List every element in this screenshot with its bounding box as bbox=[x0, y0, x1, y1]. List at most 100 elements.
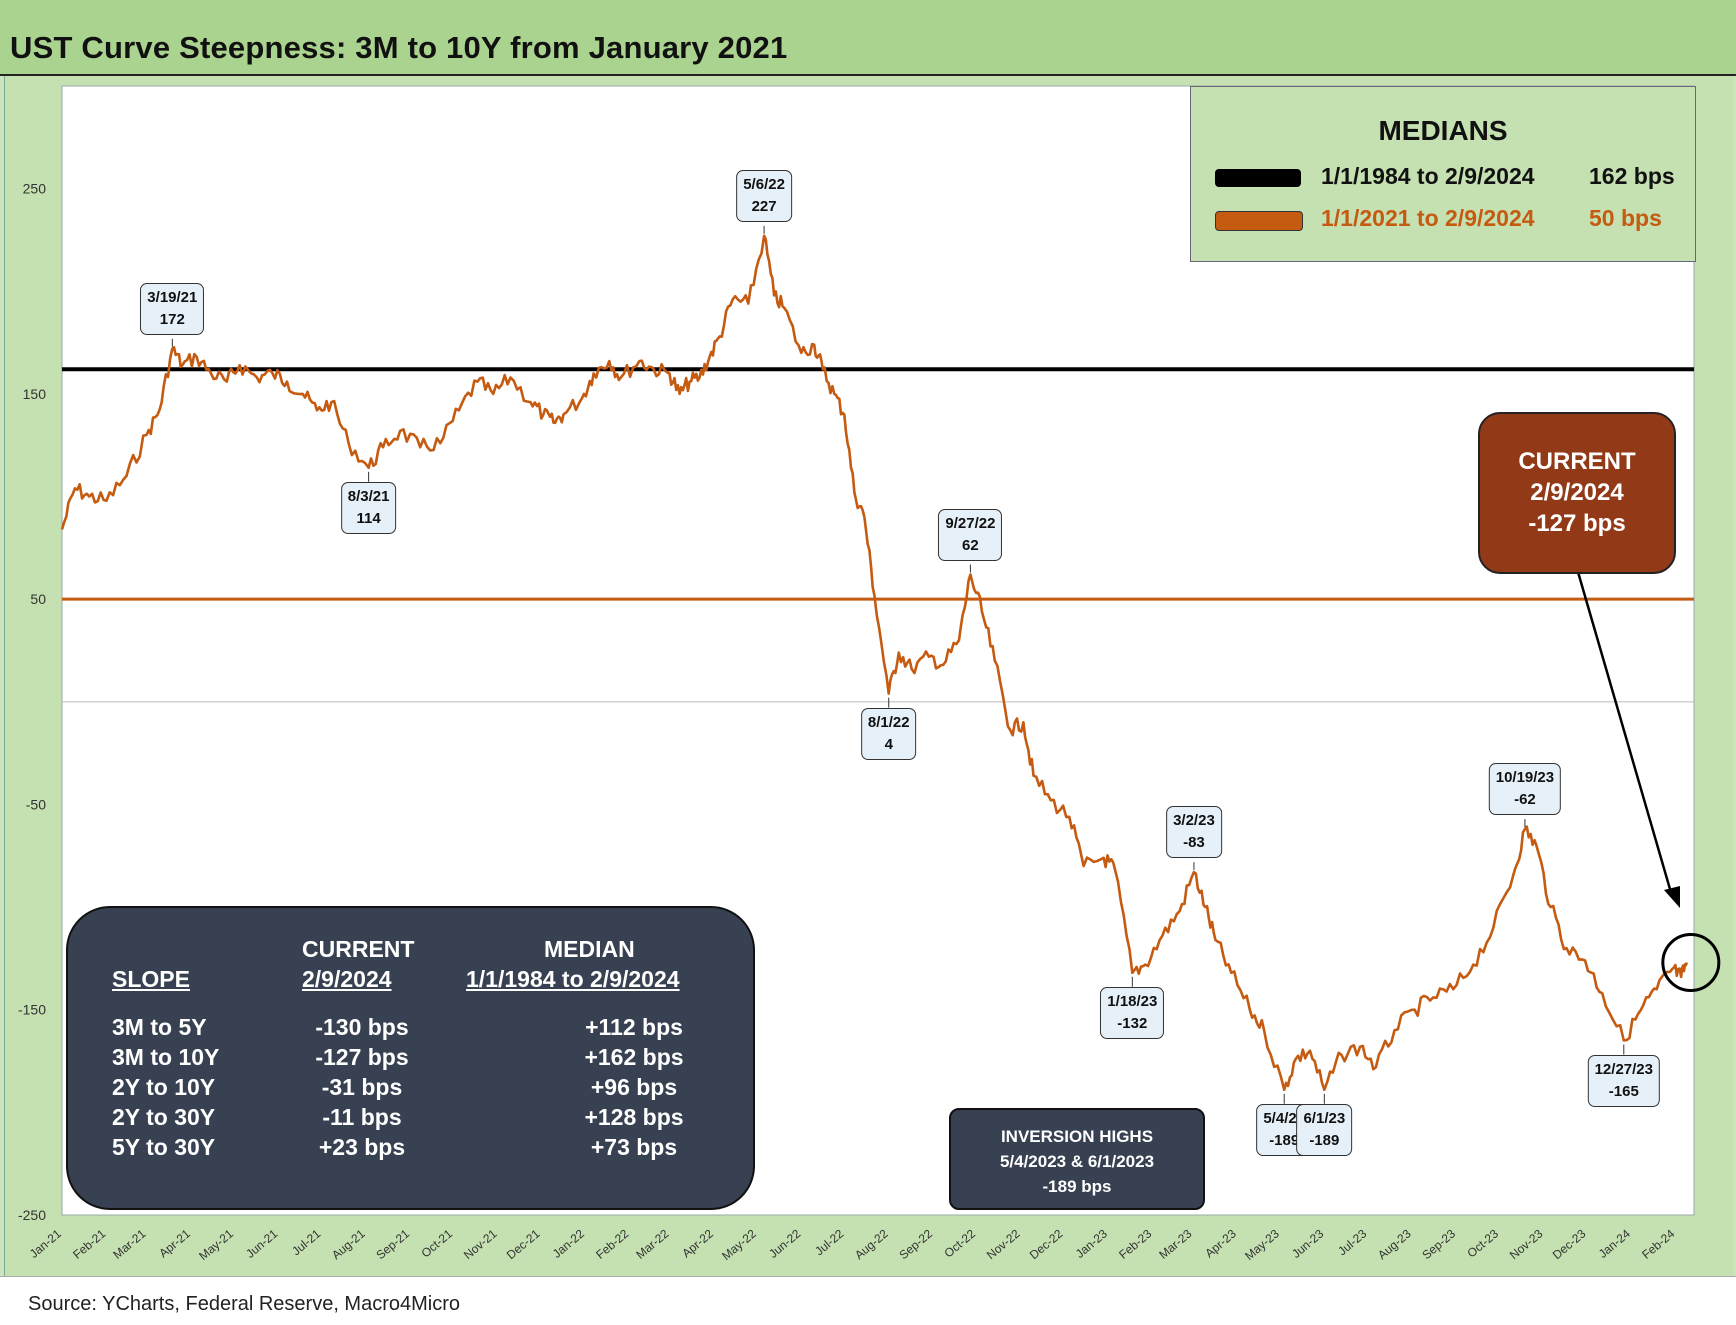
stats-header-slope: SLOPE bbox=[112, 966, 190, 992]
stats-cell-current: -127 bps bbox=[315, 1044, 409, 1070]
x-tick-label: Dec-23 bbox=[1550, 1226, 1589, 1262]
stats-cell-slope: 3M to 5Y bbox=[112, 1014, 207, 1040]
x-tick-label: Jan-24 bbox=[1596, 1226, 1633, 1261]
annotation-date: 9/27/22 bbox=[945, 514, 996, 532]
annotation-value: 4 bbox=[884, 735, 893, 753]
current-arrow-head bbox=[1664, 886, 1680, 908]
stats-cell-median: +73 bps bbox=[590, 1134, 678, 1160]
legend-value-long: 162 bps bbox=[1589, 163, 1675, 189]
x-tick-label: Feb-22 bbox=[593, 1226, 631, 1261]
annotation-date: 3/19/21 bbox=[147, 288, 198, 306]
x-tick-label: Jan-22 bbox=[550, 1226, 587, 1261]
y-tick-label: 250 bbox=[23, 181, 47, 197]
annotation-callout: 8/3/21 114 bbox=[340, 481, 397, 534]
x-tick-label: Feb-24 bbox=[1639, 1226, 1677, 1261]
annotation-value: -132 bbox=[1117, 1014, 1148, 1032]
current-value-box: CURRENT 2/9/2024 -127 bps bbox=[1478, 412, 1676, 574]
y-tick-label: -250 bbox=[18, 1207, 46, 1223]
stats-header-median: 1/1/1984 to 2/9/2024 bbox=[466, 966, 680, 992]
annotation-value: -165 bbox=[1608, 1082, 1639, 1100]
stats-cell-current: -31 bps bbox=[321, 1074, 403, 1100]
annotation-date: 12/27/23 bbox=[1594, 1060, 1653, 1078]
legend-title: MEDIANS bbox=[1378, 115, 1508, 146]
annotation-date: 5/6/22 bbox=[743, 175, 785, 193]
x-tick-label: Jul-23 bbox=[1335, 1226, 1369, 1258]
stats-cell-slope: 3M to 10Y bbox=[112, 1044, 220, 1070]
annotation-callout: 12/27/23 -165 bbox=[1587, 1054, 1660, 1107]
x-tick-label: Apr-22 bbox=[679, 1226, 716, 1260]
annotation-value: 227 bbox=[751, 197, 777, 215]
stats-cell-slope: 5Y to 30Y bbox=[112, 1134, 216, 1160]
x-tick-label: May-23 bbox=[1242, 1226, 1282, 1263]
y-tick-label: 150 bbox=[23, 386, 47, 402]
current-line1: CURRENT bbox=[1518, 448, 1636, 475]
x-tick-label: Jun-21 bbox=[243, 1226, 280, 1261]
annotation-value: -62 bbox=[1514, 791, 1536, 809]
x-tick-label: Aug-23 bbox=[1375, 1226, 1414, 1262]
slope-stats-table: CURRENT MEDIAN SLOPE 2/9/2024 1/1/1984 t… bbox=[66, 906, 755, 1210]
stats-header-current: 2/9/2024 bbox=[302, 966, 392, 992]
annotation-date: 8/3/21 bbox=[347, 487, 390, 505]
x-tick-label: Oct-23 bbox=[1464, 1226, 1501, 1260]
x-tick-label: Nov-21 bbox=[461, 1226, 500, 1262]
current-line2: 2/9/2024 bbox=[1530, 479, 1624, 506]
x-tick-label: Oct-22 bbox=[941, 1226, 978, 1260]
legend-swatch-long bbox=[1215, 169, 1301, 187]
annotation-value: 172 bbox=[159, 310, 185, 328]
current-line3: -127 bps bbox=[1528, 510, 1626, 537]
current-marker-circle bbox=[1661, 933, 1721, 993]
x-tick-label: Sep-21 bbox=[373, 1226, 412, 1262]
x-tick-label: Sep-22 bbox=[896, 1226, 935, 1262]
x-tick-label: Mar-23 bbox=[1156, 1226, 1194, 1261]
annotation-date: 1/18/23 bbox=[1107, 992, 1158, 1010]
stats-cell-median: +112 bps bbox=[585, 1014, 683, 1040]
x-tick-label: Jan-21 bbox=[27, 1226, 64, 1261]
annotation-value: -189 bbox=[1269, 1131, 1300, 1149]
annotation-callout: 5/6/22 227 bbox=[736, 169, 792, 222]
annotation-callout: 3/2/23 -83 bbox=[1166, 806, 1222, 859]
x-tick-label: May-22 bbox=[719, 1226, 759, 1263]
annotation-callout: 10/19/23 -62 bbox=[1488, 763, 1562, 816]
x-tick-label: Feb-21 bbox=[70, 1226, 108, 1261]
x-tick-label: Jul-21 bbox=[289, 1226, 323, 1258]
footer: Source: YCharts, Federal Reserve, Macro4… bbox=[0, 1276, 1736, 1325]
stats-header-current-top: CURRENT bbox=[302, 936, 415, 962]
annotation-value: -189 bbox=[1309, 1131, 1340, 1149]
stats-cell-current: -130 bps bbox=[315, 1014, 409, 1040]
y-tick-label: 50 bbox=[30, 591, 46, 607]
annotation-callout: 3/19/21 172 bbox=[140, 282, 205, 335]
x-tick-label: Apr-21 bbox=[156, 1226, 193, 1260]
x-tick-label: Aug-21 bbox=[329, 1226, 368, 1262]
x-tick-label: Apr-23 bbox=[1202, 1226, 1239, 1260]
inversion-highs-box: INVERSION HIGHS 5/4/2023 & 6/1/2023 -189… bbox=[949, 1108, 1205, 1210]
x-tick-label: Nov-22 bbox=[984, 1226, 1023, 1262]
stats-cell-median: +96 bps bbox=[590, 1074, 678, 1100]
annotation-callout: 1/18/23 -132 bbox=[1100, 986, 1165, 1039]
annotation-callout: 8/1/22 4 bbox=[860, 707, 917, 760]
stats-cell-slope: 2Y to 10Y bbox=[112, 1074, 216, 1100]
stats-cell-median: +162 bps bbox=[584, 1044, 684, 1070]
x-tick-label: Aug-22 bbox=[852, 1226, 891, 1262]
series-line-3m-10y bbox=[60, 234, 1689, 1092]
stats-cell-current: +23 bps bbox=[318, 1134, 406, 1160]
x-tick-label: Nov-23 bbox=[1507, 1226, 1546, 1262]
annotation-date: 3/2/23 bbox=[1173, 812, 1215, 830]
inversion-line1: INVERSION HIGHS bbox=[1000, 1127, 1154, 1146]
x-tick-label: Dec-22 bbox=[1027, 1226, 1066, 1262]
stats-cell-current: -11 bps bbox=[322, 1104, 402, 1130]
inversion-line3: -189 bps bbox=[1042, 1177, 1112, 1196]
legend-label-long: 1/1/1984 to 2/9/2024 bbox=[1321, 163, 1535, 189]
annotation-value: -83 bbox=[1183, 834, 1205, 852]
x-tick-label: Jun-22 bbox=[766, 1226, 803, 1261]
y-tick-label: -50 bbox=[26, 796, 46, 812]
x-tick-label: Dec-21 bbox=[504, 1226, 543, 1262]
annotation-date: 10/19/23 bbox=[1495, 769, 1555, 787]
x-tick-label: Jun-23 bbox=[1289, 1226, 1326, 1261]
medians-legend: MEDIANS 1/1/1984 to 2/9/2024 162 bps 1/1… bbox=[1190, 86, 1696, 262]
inversion-line2: 5/4/2023 & 6/1/2023 bbox=[999, 1152, 1155, 1171]
y-tick-label: -150 bbox=[18, 1002, 46, 1018]
annotation-callout: 9/27/22 62 bbox=[938, 508, 1003, 561]
annotation-date: 8/1/22 bbox=[867, 713, 910, 731]
x-tick-label: Sep-23 bbox=[1419, 1226, 1458, 1262]
